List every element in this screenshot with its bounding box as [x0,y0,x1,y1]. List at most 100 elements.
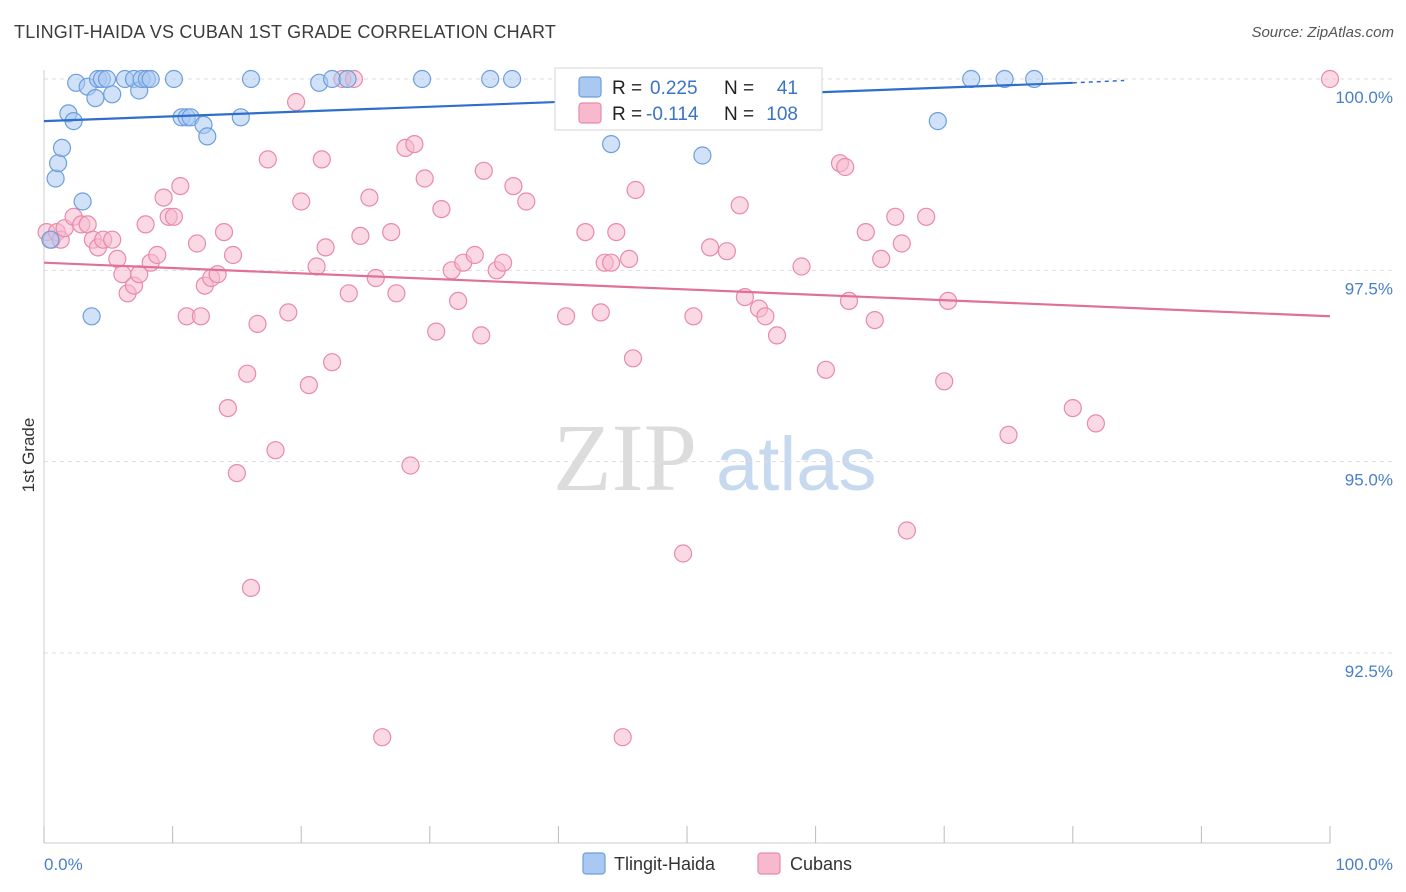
tlingit-haida-point-39 [995,69,1014,89]
cubans-point-44 [312,150,331,169]
cubans-point-107 [1086,414,1106,433]
cubans-point-63 [449,291,468,310]
tlingit-haida-point-28 [241,69,261,89]
tlingit-haida-trend-extension [1072,79,1125,84]
cubans-point-82 [673,544,693,563]
legend-r-value-2: -0.114 [646,104,699,125]
y-tick-label-100: 100.0% [1335,88,1393,107]
legend-r-label-2: R = [612,104,642,125]
chart-title: TLINGIT-HAIDA VS CUBAN 1ST GRADE CORRELA… [14,22,557,42]
cubans-point-70 [504,177,523,196]
tlingit-haida-point-31 [338,69,357,89]
tlingit-haida-point-9 [82,307,101,326]
cubans-point-97 [865,311,884,330]
series-legend: Tlingit-Haida Cubans [582,852,852,875]
cubans-point-85 [717,242,737,261]
cubans-point-106 [1063,399,1082,418]
tlingit-haida-point-2 [48,154,68,173]
cubans-point-48 [339,284,358,303]
cubans-point-38 [266,441,285,460]
cubans-point-54 [382,223,401,242]
tlingit-haida-point-14 [103,85,122,104]
cubans-point-35 [241,578,261,598]
cubans-point-29 [208,265,227,284]
tlingit-haida-point-32 [413,69,432,89]
legend-swatch-tlingit-haida [582,852,606,875]
tlingit-haida-point-34 [502,69,522,89]
tlingit-haida-points [41,69,1044,326]
cubans-point-98 [872,249,891,268]
cubans-point-25 [187,234,207,253]
cubans-point-65 [465,245,484,265]
cubans-point-92 [816,360,836,379]
cubans-point-37 [258,150,277,169]
tlingit-haida-point-20 [141,69,160,89]
tlingit-haida-point-30 [323,69,342,89]
cubans-point-31 [218,399,237,418]
cubans-point-53 [373,728,392,747]
cubans-point-89 [756,307,775,326]
legend-n-label-2: N = [724,104,754,125]
tlingit-haida-point-38 [928,111,947,131]
cubans-point-99 [886,207,905,226]
y-tick-label-92.5: 92.5% [1345,662,1393,681]
cubans-point-46 [323,353,342,372]
watermark-atlas: atlas [716,422,877,507]
cubans-point-66 [472,326,491,345]
legend-n-value-2: 108 [766,104,798,125]
cubans-point-30 [214,223,234,242]
cubans-point-72 [556,307,576,326]
x-tick-label-min: 0.0% [44,855,83,874]
cubans-point-51 [360,188,379,207]
cubans-point-61 [432,200,451,219]
tlingit-haida-point-36 [693,146,712,165]
cubans-point-91 [792,257,811,276]
cubans-point-19 [148,245,167,265]
cubans-point-20 [154,188,173,207]
cubans-point-55 [387,284,406,303]
tlingit-haida-point-35 [601,135,621,154]
tlingit-haida-point-3 [52,138,72,157]
cubans-point-90 [767,326,787,345]
cubans-point-96 [856,223,875,242]
tlingit-haida-point-21 [164,69,183,89]
tlingit-haida-point-0 [41,230,60,249]
cubans-point-43 [307,257,326,276]
legend-swatch-pink [578,102,602,124]
cubans-point-36 [248,314,267,333]
cubans-point-69 [494,253,513,272]
cubans-point-26 [191,307,210,326]
cubans-point-23 [171,177,190,196]
tlingit-haida-point-37 [962,69,981,89]
legend-n-label-1: N = [724,78,754,99]
cubans-point-84 [700,238,720,257]
cubans-point-74 [591,303,610,322]
cubans-point-83 [684,307,703,326]
correlation-legend: R = 0.225 N = 41 R = -0.114 N = 108 [554,67,823,131]
cubans-point-22 [164,207,183,226]
cubans-point-50 [351,226,370,245]
legend-n-value-1: 41 [777,78,798,99]
legend-r-value-1: 0.225 [650,78,698,99]
cubans-point-102 [917,207,936,226]
cubans-point-78 [613,728,632,747]
cubans-point-76 [601,253,621,272]
tlingit-haida-point-26 [198,127,217,146]
cubans-point-80 [623,349,643,368]
watermark-zip: ZIP [553,404,697,511]
cubans-point-77 [607,223,626,242]
cubans-point-33 [227,464,246,483]
cubans-point-67 [474,161,493,180]
cubans-point-73 [576,223,595,242]
cubans-point-45 [316,238,335,257]
cubans-point-94 [836,157,855,177]
legend-swatch-blue [578,76,602,98]
watermark: ZIP atlas [553,404,877,511]
cubans-point-81 [626,180,645,200]
legend-label-tlingit-haida: Tlingit-Haida [614,854,716,874]
cubans-point-7 [78,215,97,234]
cubans-point-32 [223,245,243,265]
cubans-point-105 [999,425,1018,444]
cubans-point-101 [897,521,917,540]
cubans-point-40 [287,92,306,112]
